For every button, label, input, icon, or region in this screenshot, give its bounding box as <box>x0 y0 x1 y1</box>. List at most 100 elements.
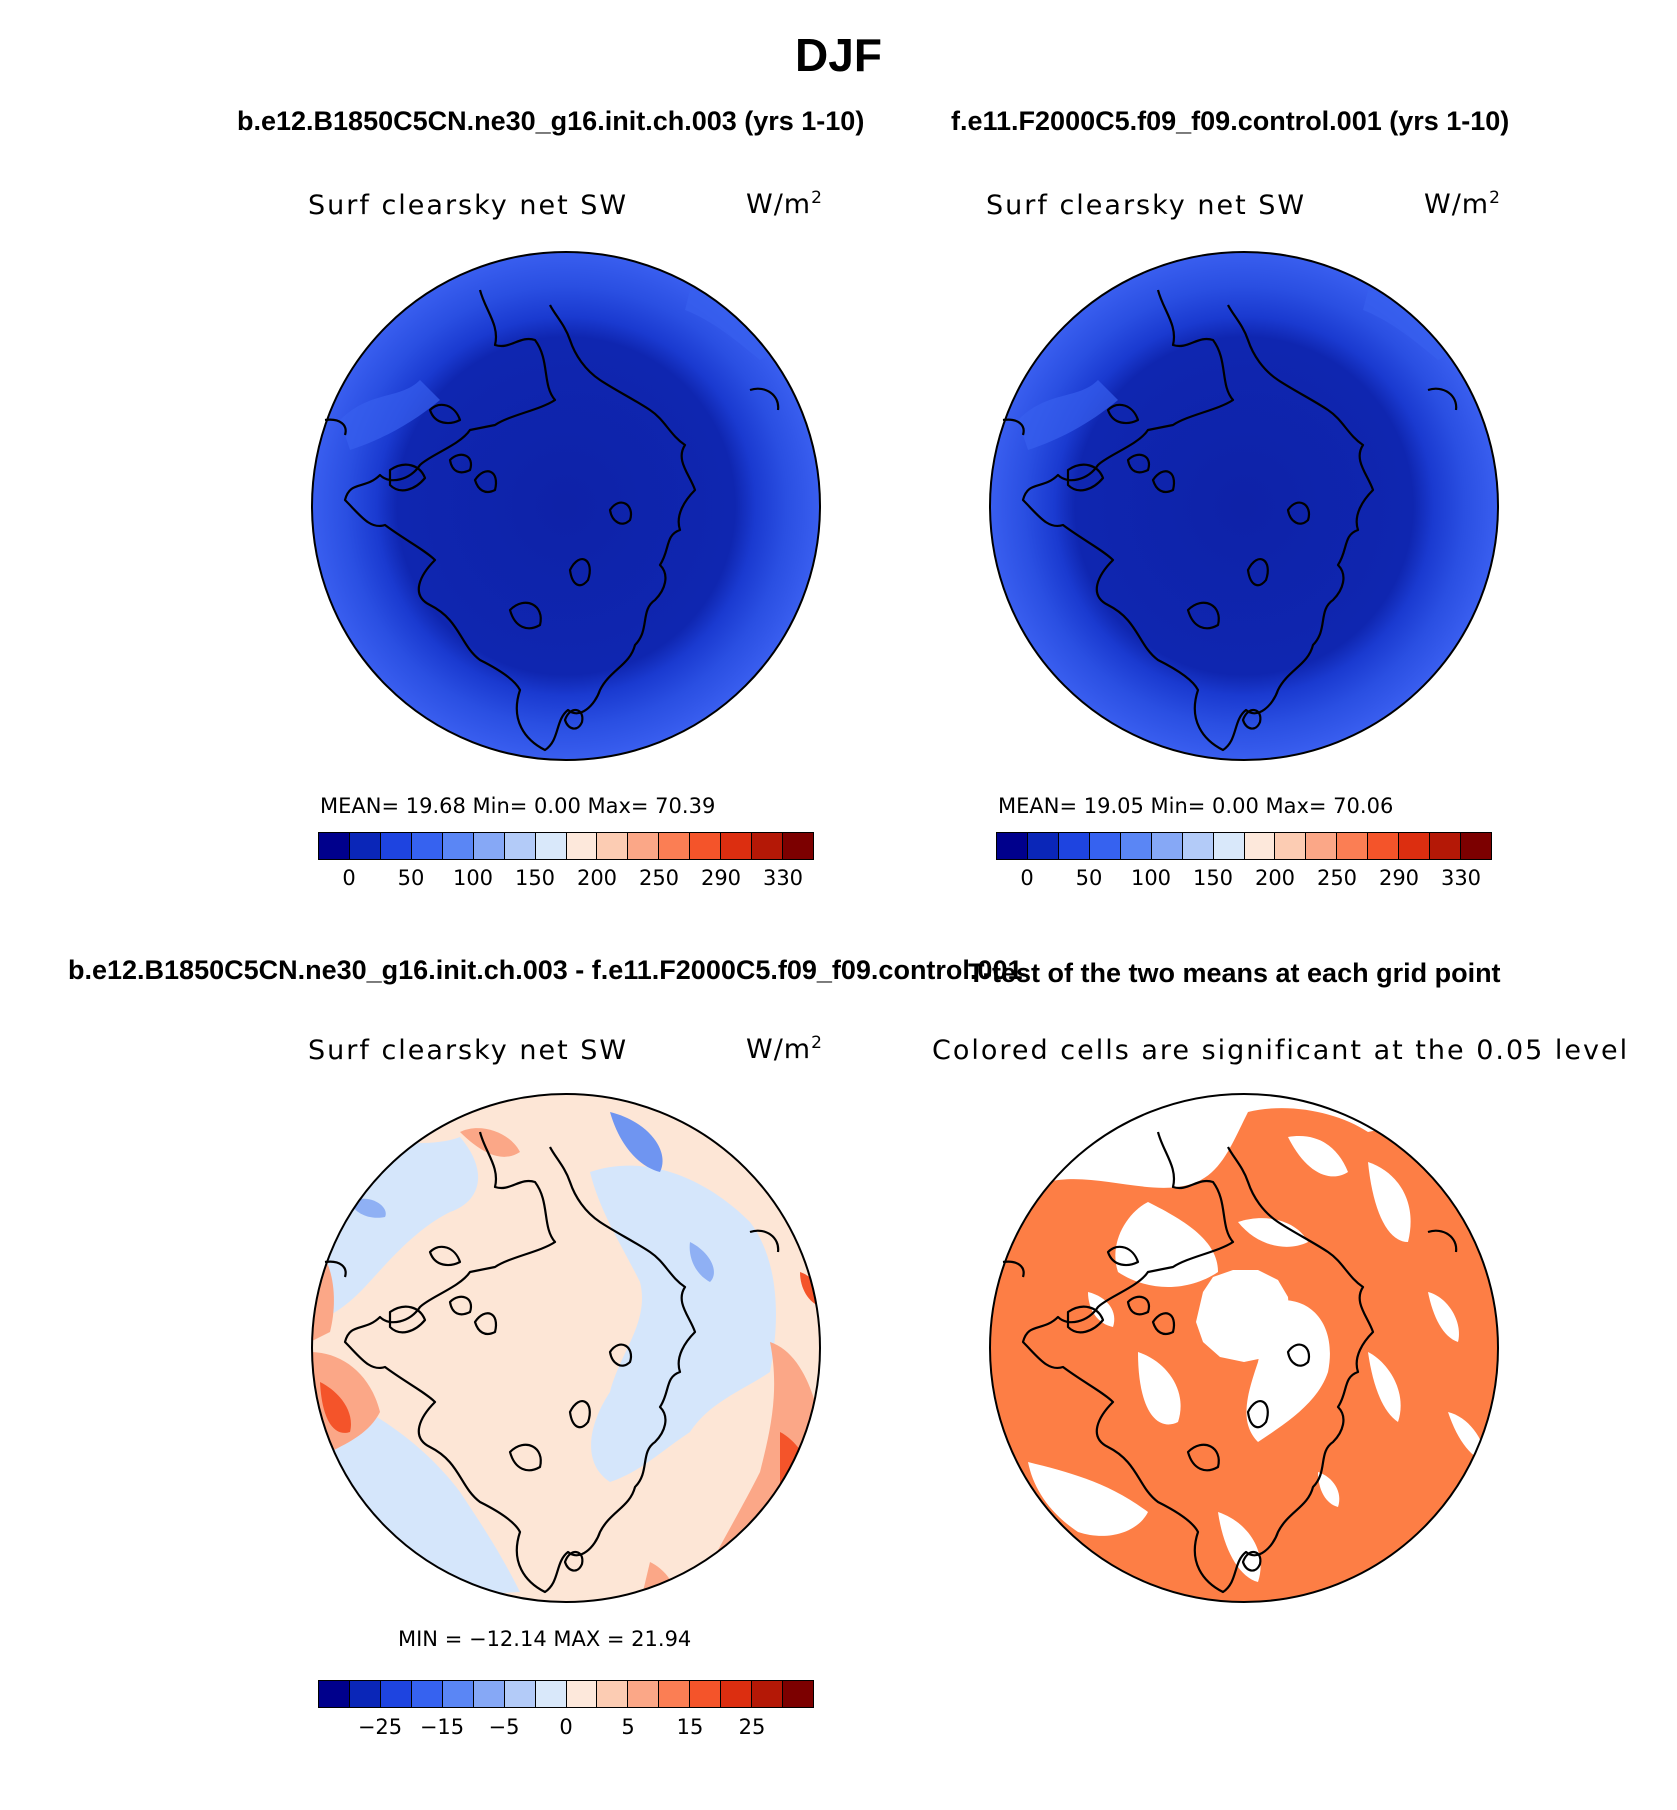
colorbar-cell <box>566 833 598 859</box>
bottom-right-case-title: T-test of the two means at each grid poi… <box>968 958 1501 988</box>
top-right-coastlines <box>1002 289 1458 752</box>
colorbar-cell <box>504 833 536 859</box>
colorbar-cell <box>752 833 784 859</box>
bottom-left-polar-map <box>311 1093 821 1603</box>
colorbar-tick-label: 250 <box>638 866 680 890</box>
colorbar-cell <box>1368 833 1400 859</box>
colorbar-cell <box>380 1681 412 1707</box>
colorbar-cell <box>752 1681 784 1707</box>
bottom-right-coastlines <box>1002 1131 1458 1594</box>
colorbar-tick-label: 290 <box>700 866 742 890</box>
colorbar-tick-label: −5 <box>488 1715 520 1739</box>
colorbar-cell <box>1275 833 1307 859</box>
colorbar-cell <box>1337 833 1369 859</box>
colorbar-tick-label: 150 <box>1192 866 1234 890</box>
colorbar-tick-label: 50 <box>1075 866 1103 890</box>
colorbar-cell <box>473 833 505 859</box>
bottom-left-case-title: b.e12.B1850C5CN.ne30_g16.init.ch.003 - f… <box>68 955 1023 985</box>
colorbar-cell <box>566 1681 598 1707</box>
top-left-stats: MEAN= 19.68 Min= 0.00 Max= 70.39 <box>320 794 716 818</box>
colorbar-cell <box>997 833 1028 859</box>
colorbar-tick-label: 330 <box>1440 866 1482 890</box>
colorbar-cell <box>411 1681 443 1707</box>
colorbar-cell <box>721 833 753 859</box>
top-right-units-label: W/m2 <box>1424 188 1501 220</box>
colorbar-tick-label: −15 <box>419 1715 465 1739</box>
colorbar-cell <box>319 1681 350 1707</box>
colorbar-cell <box>783 1681 813 1707</box>
colorbar-cell <box>1399 833 1431 859</box>
colorbar-tick-label: −25 <box>357 1715 403 1739</box>
colorbar-tick-label: 50 <box>397 866 425 890</box>
colorbar-cell <box>535 1681 567 1707</box>
colorbar-cell <box>1461 833 1491 859</box>
top-left-case-title: b.e12.B1850C5CN.ne30_g16.init.ch.003 (yr… <box>237 106 865 136</box>
colorbar-cell <box>1151 833 1183 859</box>
colorbar-cell <box>690 833 722 859</box>
colorbar-cell <box>1182 833 1214 859</box>
colorbar-tick-label: 330 <box>762 866 804 890</box>
colorbar-cell <box>783 833 813 859</box>
colorbar-tick-label: 100 <box>1130 866 1172 890</box>
bottom-left-colorbar <box>318 1680 814 1708</box>
colorbar-tick-label: 15 <box>676 1715 704 1739</box>
colorbar-cell <box>628 1681 660 1707</box>
colorbar-cell <box>659 833 691 859</box>
bottom-left-stats: MIN = −12.14 MAX = 21.94 <box>398 1627 692 1651</box>
top-right-polar-map <box>989 251 1499 761</box>
colorbar-tick-label: 290 <box>1378 866 1420 890</box>
colorbar-cell <box>1120 833 1152 859</box>
bottom-left-colorbar-ticks: −25 −15 −5 0 5 15 25 <box>318 1715 814 1745</box>
colorbar-cell <box>659 1681 691 1707</box>
top-right-colorbar-ticks: 0 50 100 150 200 250 290 330 <box>996 866 1492 896</box>
colorbar-tick-label: 200 <box>1254 866 1296 890</box>
top-right-map-boundary <box>989 251 1499 761</box>
colorbar-cell <box>349 833 381 859</box>
colorbar-cell <box>597 1681 629 1707</box>
colorbar-cell <box>473 1681 505 1707</box>
top-left-colorbar <box>318 832 814 860</box>
colorbar-cell <box>535 833 567 859</box>
top-right-case-title: f.e11.F2000C5.f09_f09.control.001 (yrs 1… <box>951 106 1510 136</box>
top-right-variable-label: Surf clearsky net SW <box>986 190 1307 221</box>
top-left-map-boundary <box>311 251 821 761</box>
colorbar-cell <box>504 1681 536 1707</box>
colorbar-tick-label: 0 <box>342 866 356 890</box>
colorbar-cell <box>690 1681 722 1707</box>
colorbar-tick-label: 200 <box>576 866 618 890</box>
bottom-left-variable-label: Surf clearsky net SW <box>308 1035 629 1066</box>
colorbar-tick-label: 250 <box>1316 866 1358 890</box>
bottom-right-variable-label: Colored cells are significant at the 0.0… <box>932 1035 1630 1066</box>
colorbar-tick-label: 150 <box>514 866 556 890</box>
bottom-right-map-boundary <box>989 1093 1499 1603</box>
colorbar-cell <box>1306 833 1338 859</box>
top-left-variable-label: Surf clearsky net SW <box>308 190 629 221</box>
bottom-left-units-label: W/m2 <box>746 1033 823 1065</box>
colorbar-cell <box>349 1681 381 1707</box>
top-right-stats: MEAN= 19.05 Min= 0.00 Max= 70.06 <box>998 794 1394 818</box>
colorbar-cell <box>1058 833 1090 859</box>
colorbar-cell <box>628 833 660 859</box>
colorbar-cell <box>1027 833 1059 859</box>
colorbar-cell <box>597 833 629 859</box>
colorbar-cell <box>319 833 350 859</box>
colorbar-tick-label: 100 <box>452 866 494 890</box>
colorbar-cell <box>442 1681 474 1707</box>
colorbar-cell <box>442 833 474 859</box>
bottom-left-map-boundary <box>311 1093 821 1603</box>
top-left-colorbar-ticks: 0 50 100 150 200 250 290 330 <box>318 866 814 896</box>
colorbar-tick-label: 25 <box>738 1715 766 1739</box>
colorbar-cell <box>721 1681 753 1707</box>
top-left-polar-map <box>311 251 821 761</box>
colorbar-cell <box>1244 833 1276 859</box>
top-right-colorbar <box>996 832 1492 860</box>
bottom-left-coastlines <box>324 1131 780 1594</box>
top-left-coastlines <box>324 289 780 752</box>
page-title: DJF <box>795 29 882 81</box>
top-left-units-label: W/m2 <box>746 188 823 220</box>
colorbar-cell <box>1430 833 1462 859</box>
colorbar-cell <box>1213 833 1245 859</box>
colorbar-cell <box>380 833 412 859</box>
bottom-right-polar-map <box>989 1093 1499 1603</box>
colorbar-tick-label: 5 <box>621 1715 635 1739</box>
